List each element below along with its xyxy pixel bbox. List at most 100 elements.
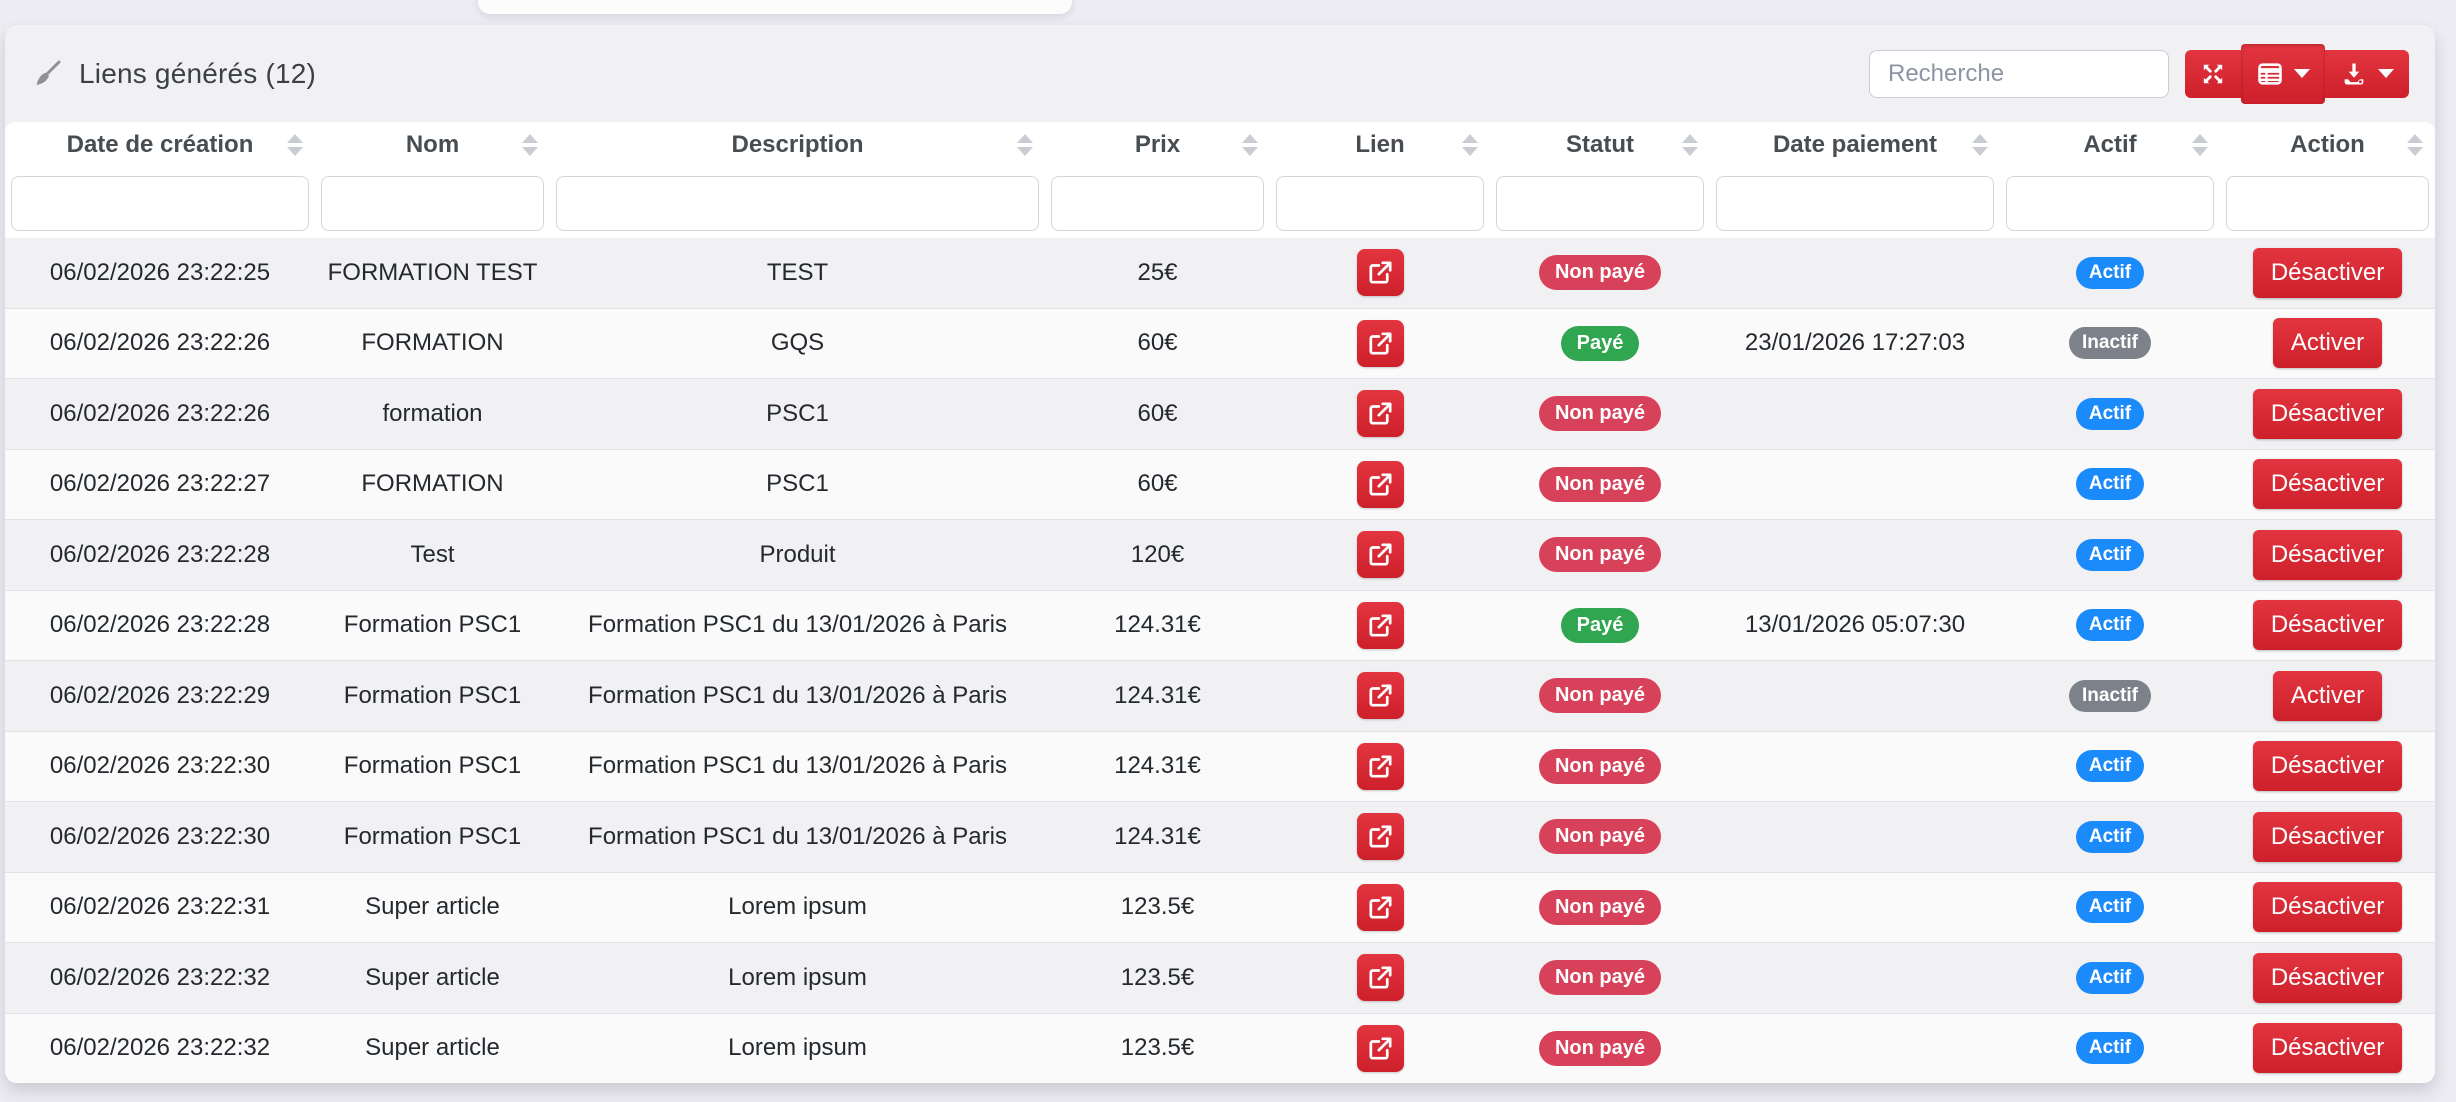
toggle-active-button[interactable]: Désactiver [2252, 247, 2403, 298]
toggle-active-button[interactable]: Désactiver [2252, 811, 2403, 862]
cell-lien [1270, 873, 1490, 943]
column-header-lien[interactable]: Lien [1270, 122, 1490, 168]
cell-lien [1270, 450, 1490, 520]
cell-date_creation: 06/02/2026 23:22:29 [5, 661, 315, 731]
external-link-icon [1368, 402, 1392, 425]
cell-value: Lorem ipsum [728, 963, 867, 991]
open-link-button[interactable] [1356, 249, 1404, 297]
active-state-badge: Actif [2075, 256, 2145, 289]
filter-input-date_paiement[interactable] [1716, 175, 1994, 231]
cell-nom: Formation PSC1 [315, 732, 550, 802]
cell-nom: Formation PSC1 [315, 802, 550, 872]
sort-down-icon [1242, 147, 1258, 156]
cell-prix: 123.5€ [1045, 943, 1270, 1013]
table-body: 06/02/2026 23:22:25 FORMATION TEST TEST 25€… [5, 238, 2435, 1083]
open-link-button[interactable] [1356, 601, 1404, 649]
cell-action: Activer [2220, 309, 2435, 379]
open-link-button[interactable] [1356, 319, 1404, 367]
cell-statut: Non payé [1490, 943, 1710, 1013]
external-link-icon [1368, 1037, 1392, 1060]
cell-date_paiement [1710, 450, 2000, 520]
column-header-actif[interactable]: Actif [2000, 122, 2220, 168]
toggle-active-button[interactable]: Désactiver [2252, 1023, 2403, 1074]
sort-up-icon [2407, 134, 2423, 143]
column-header-statut[interactable]: Statut [1490, 122, 1710, 168]
toggle-active-button[interactable]: Désactiver [2252, 459, 2403, 510]
toggle-active-button[interactable]: Désactiver [2252, 388, 2403, 439]
panel-header: Liens générés (12) [5, 25, 2435, 122]
filter-input-actif[interactable] [2006, 175, 2214, 231]
fullscreen-button[interactable] [2185, 49, 2241, 98]
filter-input-date_creation[interactable] [11, 175, 309, 231]
cell-date_creation: 06/02/2026 23:22:27 [5, 450, 315, 520]
search-input[interactable] [1869, 49, 2169, 98]
cell-value: GQS [770, 329, 825, 357]
open-link-button[interactable] [1356, 390, 1404, 438]
cell-value: 124.31€ [1114, 752, 1201, 780]
cell-nom: Test [315, 520, 550, 590]
cell-date_creation: 06/02/2026 23:22:25 [5, 238, 315, 308]
cell-value: Formation PSC1 [343, 611, 522, 639]
chevron-down-icon [2294, 69, 2310, 78]
sort-icon [1017, 134, 1033, 156]
status-badge: Non payé [1538, 819, 1662, 855]
open-link-button[interactable] [1356, 954, 1404, 1002]
toggle-active-button[interactable]: Désactiver [2252, 741, 2403, 792]
cell-date_creation: 06/02/2026 23:22:26 [5, 309, 315, 379]
open-link-button[interactable] [1356, 813, 1404, 861]
filter-input-statut[interactable] [1496, 175, 1704, 231]
cell-nom: FORMATION [315, 450, 550, 520]
cell-value: Formation PSC1 du 13/01/2026 à Paris [588, 822, 1007, 850]
column-header-action[interactable]: Action [2220, 122, 2435, 168]
toggle-active-button[interactable]: Désactiver [2252, 952, 2403, 1003]
open-link-button[interactable] [1356, 883, 1404, 931]
column-header-date_creation[interactable]: Date de création [5, 122, 315, 168]
columns-visibility-button[interactable] [2241, 43, 2325, 104]
cell-description: PSC1 [550, 450, 1045, 520]
cell-nom: Super article [315, 873, 550, 943]
sort-down-icon [522, 147, 538, 156]
filter-input-prix[interactable] [1051, 175, 1264, 231]
toggle-active-button[interactable]: Désactiver [2252, 600, 2403, 651]
sort-down-icon [2407, 147, 2423, 156]
column-header-nom[interactable]: Nom [315, 122, 550, 168]
filter-input-nom[interactable] [321, 175, 544, 231]
filter-cell-lien [1270, 168, 1490, 238]
open-link-button[interactable] [1356, 1024, 1404, 1072]
active-state-badge: Actif [2075, 397, 2145, 430]
open-link-button[interactable] [1356, 460, 1404, 508]
filter-input-description[interactable] [556, 175, 1039, 231]
sort-up-icon [1462, 134, 1478, 143]
filter-cell-statut [1490, 168, 1710, 238]
cell-date_creation: 06/02/2026 23:22:28 [5, 520, 315, 590]
cell-value: 06/02/2026 23:22:26 [49, 329, 271, 357]
panel-title-wrap: Liens générés (12) [31, 58, 316, 90]
sort-icon [2192, 134, 2208, 156]
toggle-active-button[interactable]: Désactiver [2252, 882, 2403, 933]
cell-date_creation: 06/02/2026 23:22:26 [5, 379, 315, 449]
status-badge: Non payé [1538, 255, 1662, 291]
filter-input-lien[interactable] [1276, 175, 1484, 231]
toggle-active-button[interactable]: Activer [2272, 670, 2383, 721]
cell-actif: Actif [2000, 732, 2220, 802]
cell-lien [1270, 379, 1490, 449]
cell-description: Lorem ipsum [550, 1014, 1045, 1084]
cell-value: 13/01/2026 05:07:30 [1744, 611, 1966, 639]
cell-value: 124.31€ [1114, 611, 1201, 639]
export-download-button[interactable] [2325, 49, 2409, 98]
cell-value: Test [410, 540, 455, 568]
filter-input-action[interactable] [2226, 175, 2429, 231]
open-link-button[interactable] [1356, 531, 1404, 579]
toggle-active-button[interactable]: Activer [2272, 318, 2383, 369]
open-link-button[interactable] [1356, 672, 1404, 720]
column-header-prix[interactable]: Prix [1045, 122, 1270, 168]
cell-prix: 124.31€ [1045, 732, 1270, 802]
cell-statut: Non payé [1490, 873, 1710, 943]
cell-value: Formation PSC1 [343, 752, 522, 780]
toggle-active-button[interactable]: Désactiver [2252, 529, 2403, 580]
open-link-button[interactable] [1356, 742, 1404, 790]
sort-icon [1462, 134, 1478, 156]
cell-statut: Non payé [1490, 732, 1710, 802]
column-header-description[interactable]: Description [550, 122, 1045, 168]
column-header-date_paiement[interactable]: Date paiement [1710, 122, 2000, 168]
